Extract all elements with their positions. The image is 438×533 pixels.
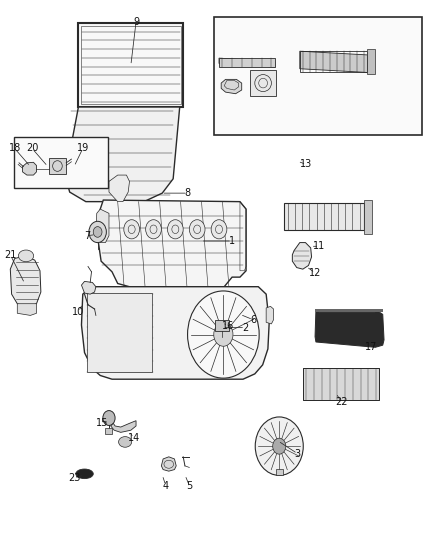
Bar (214, 17, 423, 135)
Text: 4: 4 (162, 481, 169, 490)
Bar (219, 58, 275, 67)
Bar (276, 469, 283, 475)
Bar (215, 320, 229, 332)
Bar (106, 428, 113, 434)
Text: 12: 12 (309, 268, 321, 278)
Text: 21: 21 (4, 250, 17, 260)
Ellipse shape (76, 469, 93, 479)
Ellipse shape (18, 250, 34, 262)
Polygon shape (98, 200, 246, 293)
Polygon shape (219, 58, 275, 67)
Polygon shape (81, 287, 269, 379)
Polygon shape (96, 209, 109, 243)
Bar (303, 368, 379, 400)
Polygon shape (300, 51, 367, 72)
Text: 2: 2 (242, 322, 248, 333)
Polygon shape (292, 243, 311, 269)
Polygon shape (109, 175, 130, 201)
Circle shape (189, 220, 205, 239)
Text: 3: 3 (294, 449, 300, 458)
Circle shape (214, 323, 233, 346)
Text: 6: 6 (250, 314, 256, 325)
Text: 5: 5 (186, 481, 192, 490)
Bar (364, 199, 372, 233)
Bar (87, 293, 152, 372)
Circle shape (187, 291, 259, 378)
Ellipse shape (119, 437, 132, 447)
Circle shape (124, 220, 140, 239)
Circle shape (103, 410, 115, 425)
Text: 16: 16 (222, 321, 234, 331)
Bar (303, 368, 379, 400)
Polygon shape (65, 107, 180, 201)
Bar (14, 138, 108, 188)
Bar (315, 309, 383, 312)
Circle shape (211, 220, 227, 239)
Text: 1: 1 (229, 236, 235, 246)
Text: 14: 14 (128, 433, 140, 443)
Polygon shape (60, 139, 74, 168)
Text: 7: 7 (84, 231, 90, 241)
Text: 9: 9 (133, 17, 139, 27)
Bar (251, 70, 276, 96)
Text: 13: 13 (300, 159, 312, 169)
Circle shape (273, 438, 286, 454)
Circle shape (89, 221, 106, 243)
Polygon shape (11, 256, 41, 308)
Bar (284, 203, 364, 230)
Text: 15: 15 (96, 418, 108, 429)
Polygon shape (221, 79, 242, 94)
Circle shape (146, 220, 161, 239)
Polygon shape (17, 304, 36, 316)
Bar (300, 51, 367, 72)
Text: 18: 18 (9, 143, 21, 154)
Bar (49, 158, 66, 174)
Bar (81, 26, 180, 104)
Text: 10: 10 (72, 306, 85, 317)
Polygon shape (22, 163, 36, 175)
Polygon shape (266, 306, 274, 324)
Text: 8: 8 (184, 188, 191, 198)
Bar (367, 49, 375, 74)
Polygon shape (161, 457, 176, 471)
Text: 11: 11 (313, 241, 325, 251)
Circle shape (167, 220, 183, 239)
Text: 19: 19 (77, 143, 89, 154)
Polygon shape (81, 281, 96, 294)
Circle shape (93, 227, 102, 237)
Text: 20: 20 (26, 143, 38, 154)
Text: 22: 22 (335, 397, 347, 407)
Circle shape (255, 417, 303, 475)
Bar (78, 23, 183, 107)
Text: 23: 23 (68, 473, 80, 483)
Polygon shape (111, 421, 136, 432)
Text: 17: 17 (365, 342, 377, 352)
Polygon shape (315, 310, 384, 348)
